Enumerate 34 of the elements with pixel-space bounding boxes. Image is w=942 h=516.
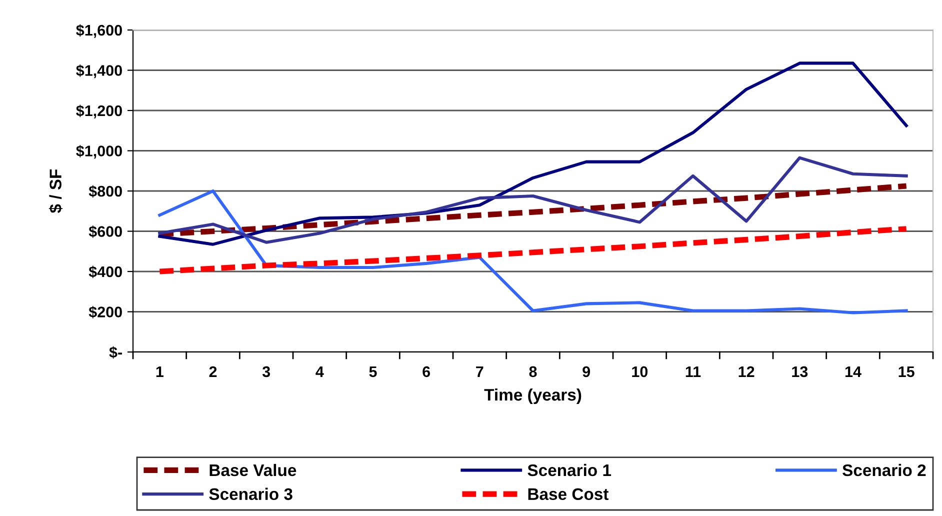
x-tick-label: 6 — [422, 366, 430, 378]
line-series — [158, 156, 908, 244]
y-tick-label: $1,600 — [76, 24, 122, 38]
y-tick-label: $- — [109, 346, 122, 359]
y-tick-label: $200 — [88, 306, 122, 318]
x-tick-label: 4 — [316, 366, 324, 377]
y-tick-label: $1,000 — [76, 144, 122, 159]
y-tick-label: $1,200 — [76, 104, 122, 118]
legend-label: Scenario 1 — [528, 464, 612, 476]
y-tick-label: $800 — [88, 185, 122, 198]
x-tick-label: 3 — [262, 366, 270, 378]
x-tick-label: 5 — [369, 366, 377, 378]
x-tick-label: 15 — [898, 366, 914, 378]
legend-label: Scenario 2 — [842, 464, 926, 476]
x-axis-title: Time (years) — [484, 388, 582, 404]
y-tick-label: $1,400 — [76, 64, 122, 78]
line-series — [158, 189, 908, 314]
x-tick-label: 9 — [582, 366, 590, 378]
x-tick-label: 12 — [738, 366, 754, 377]
y-tick-label: $400 — [88, 266, 122, 278]
x-tick-label: 13 — [792, 366, 808, 378]
legend-label: Base Value — [210, 464, 296, 476]
x-tick-label: 11 — [686, 366, 701, 377]
x-tick-label: 7 — [476, 366, 484, 377]
x-tick-label: 14 — [845, 366, 862, 377]
x-tick-label: 2 — [209, 366, 217, 377]
legend-label: Scenario 3 — [209, 488, 292, 500]
y-tick-label: $600 — [88, 225, 122, 238]
line-series — [158, 62, 908, 246]
x-tick-label: 1 — [156, 366, 164, 377]
y-axis-title: $ / SF — [48, 169, 63, 214]
x-tick-label: 8 — [529, 366, 537, 378]
legend-label: Base Cost — [528, 488, 609, 500]
x-tick-label: 10 — [632, 366, 648, 378]
